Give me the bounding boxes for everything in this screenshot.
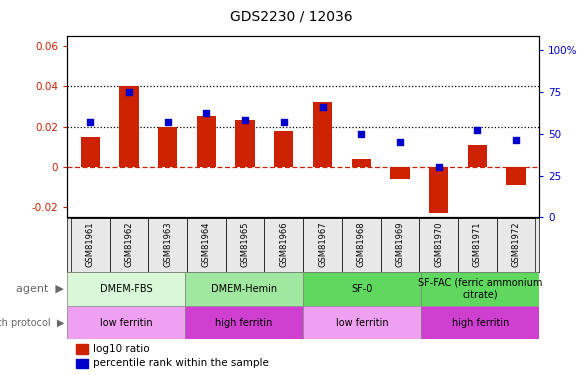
Bar — [303, 272, 421, 306]
Bar — [185, 306, 303, 339]
Point — [473, 127, 482, 133]
Bar — [67, 272, 185, 306]
Bar — [421, 306, 539, 339]
Text: GSM81967: GSM81967 — [318, 222, 327, 267]
Text: GSM81964: GSM81964 — [202, 222, 211, 267]
Text: GSM81972: GSM81972 — [511, 222, 521, 267]
Bar — [76, 344, 88, 354]
Text: high ferritin: high ferritin — [216, 318, 273, 327]
Bar — [71, 217, 110, 272]
Bar — [67, 306, 185, 339]
Bar — [313, 102, 332, 167]
Point — [395, 139, 405, 145]
Bar — [303, 217, 342, 272]
Bar — [507, 167, 526, 185]
Bar — [265, 217, 303, 272]
Point — [163, 119, 173, 125]
Bar — [274, 130, 293, 167]
Point — [240, 117, 250, 123]
Point — [357, 130, 366, 136]
Text: GSM81963: GSM81963 — [163, 222, 172, 267]
Point — [86, 119, 95, 125]
Bar — [381, 217, 419, 272]
Text: GSM81962: GSM81962 — [125, 222, 134, 267]
Text: GSM81961: GSM81961 — [86, 222, 95, 267]
Text: low ferritin: low ferritin — [336, 318, 388, 327]
Text: GSM81969: GSM81969 — [395, 222, 405, 267]
Bar — [110, 217, 148, 272]
Text: agent  ▶: agent ▶ — [16, 284, 64, 294]
Point — [279, 119, 289, 125]
Text: SF-FAC (ferric ammonium
citrate): SF-FAC (ferric ammonium citrate) — [418, 278, 542, 300]
Bar — [80, 136, 100, 167]
Text: low ferritin: low ferritin — [100, 318, 152, 327]
Text: percentile rank within the sample: percentile rank within the sample — [93, 358, 269, 368]
Bar — [185, 272, 303, 306]
Text: GSM81966: GSM81966 — [279, 222, 289, 267]
Bar — [196, 117, 216, 167]
Point — [124, 88, 134, 94]
Bar — [390, 167, 410, 179]
Text: DMEM-FBS: DMEM-FBS — [100, 284, 152, 294]
Bar — [303, 306, 421, 339]
Text: high ferritin: high ferritin — [452, 318, 509, 327]
Bar — [236, 120, 255, 167]
Bar — [429, 167, 448, 213]
Text: GSM81968: GSM81968 — [357, 222, 366, 267]
Bar — [187, 217, 226, 272]
Point — [318, 104, 327, 110]
Bar — [468, 145, 487, 167]
Text: GSM81971: GSM81971 — [473, 222, 482, 267]
Text: SF-0: SF-0 — [352, 284, 373, 294]
Text: GSM81970: GSM81970 — [434, 222, 443, 267]
Bar — [120, 86, 139, 167]
Bar — [352, 159, 371, 167]
Bar — [148, 217, 187, 272]
Text: GSM81965: GSM81965 — [241, 222, 250, 267]
Text: GDS2230 / 12036: GDS2230 / 12036 — [230, 9, 353, 23]
Text: DMEM-Hemin: DMEM-Hemin — [211, 284, 277, 294]
Bar — [497, 217, 535, 272]
Text: log10 ratio: log10 ratio — [93, 344, 150, 354]
Bar — [421, 272, 539, 306]
Point — [434, 164, 443, 170]
Point — [202, 110, 211, 116]
Bar — [342, 217, 381, 272]
Text: growth protocol  ▶: growth protocol ▶ — [0, 318, 64, 327]
Bar — [458, 217, 497, 272]
Bar — [76, 358, 88, 368]
Point — [511, 137, 521, 143]
Bar — [158, 126, 177, 167]
Bar — [419, 217, 458, 272]
Bar — [226, 217, 265, 272]
